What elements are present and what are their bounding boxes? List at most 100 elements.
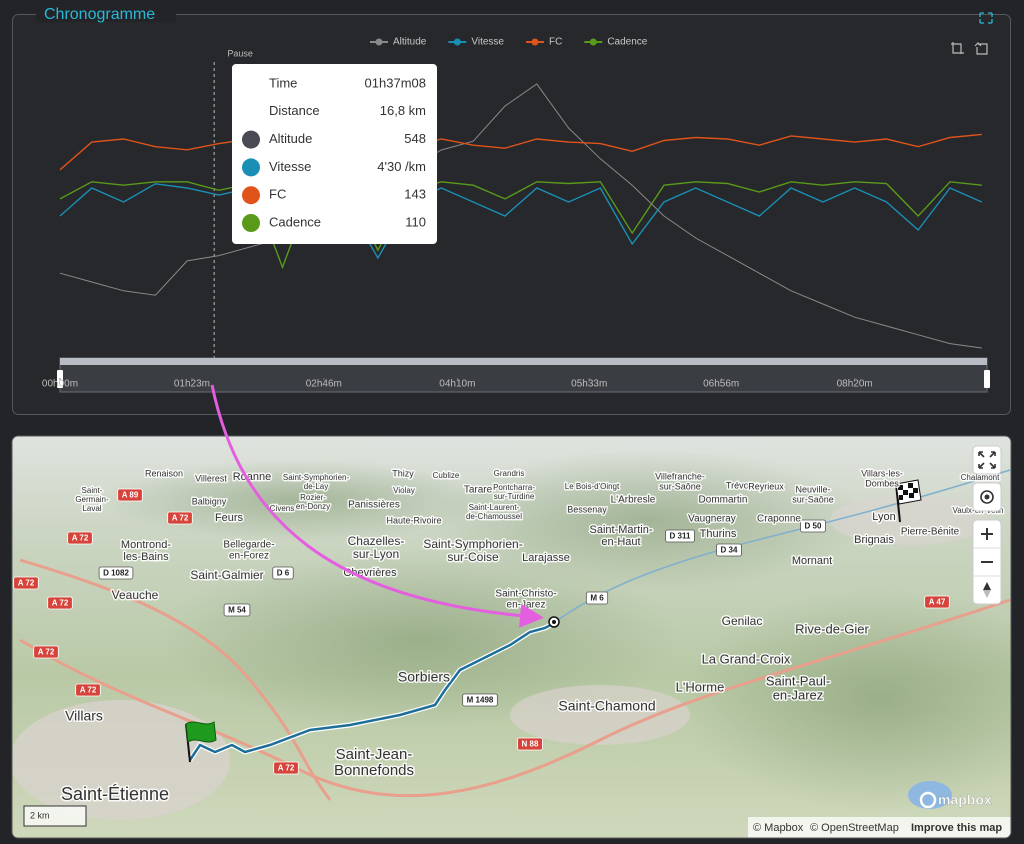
place-label: Germain- [75,495,109,504]
legend-swatch-dot [375,38,383,46]
zoom-reset-icon[interactable] [974,42,988,55]
place-label: Bonnefonds [334,762,414,779]
place-label: La Grand-Croix [702,651,791,666]
place-label: Feurs [215,512,244,524]
place-label: sur-Saône [659,481,701,491]
place-label: Sorbiers [398,669,450,685]
tooltip-box [232,64,437,244]
compass-south [983,590,991,598]
road-shield [585,591,609,605]
road-shield [47,596,73,610]
geolocate-icon [980,490,994,504]
tooltip-swatch [242,130,260,149]
place-label: Saint-Laurent- [469,503,520,512]
series-line [59,83,982,349]
place-label: Dombes [865,478,899,488]
zoom-slider[interactable]: 00h00m 01h23m 02h46m 04h10m 05h33m 06h56m 08h2… [42,357,990,393]
place-label: Saint-Symphorien- [283,473,350,482]
road-shield [75,683,101,697]
road-shield [924,595,950,609]
tooltip-value: 143 [404,187,426,202]
road-label: A 47 [929,598,946,607]
slider-right-handle[interactable] [984,370,990,388]
place-label: en-Jarez [773,687,824,702]
place-label: Violay [393,486,415,495]
series-line [59,181,982,270]
tooltip-label: Cadence [269,214,321,229]
urban-area [12,700,230,820]
road-label: A 72 [278,764,295,773]
place-label: L'Arbresle [611,495,656,506]
legend-label[interactable]: Cadence [607,37,647,48]
legend-swatch-dot [453,38,461,46]
road-label: M 54 [228,606,246,615]
place-label: Lyon [872,511,895,523]
place-label: Villars-les- [861,468,903,478]
place-label: Cublize [433,471,460,480]
place-label: Bessenay [567,504,607,514]
compass-button[interactable] [983,582,991,590]
expand-icon[interactable] [979,12,993,24]
road-shield [272,566,294,580]
legend-label[interactable]: Vitesse [471,37,504,48]
pointer-arrow [210,384,544,628]
road-shield [33,645,59,659]
x-tick-label: 00h00m [42,379,78,390]
place-label: sur-Turdine [494,492,535,501]
place-label: L'Horme [676,679,725,694]
road-label: A 72 [38,648,55,657]
place-label: sur-Saône [792,494,834,504]
place-label: Saint-Christo- [495,589,556,600]
place-label: Saint-Étienne [61,784,169,804]
motorway [19,598,1011,798]
tooltip-value: 548 [404,131,426,146]
place-label: Reyrieux [748,481,784,491]
panel-title: Chronogramme [44,6,155,23]
road-shields: A 89 A 72 A 72 D 1082 D 6 M 54 M 6 D 311 D 34 D 5… [13,488,950,775]
place-label: Rozier- [300,493,326,502]
place-label: Laval [82,504,101,513]
road-label: D 1082 [103,569,129,578]
improve-map-link[interactable]: Improve this map [911,822,1002,834]
attribution-link[interactable]: © Mapbox [753,822,804,834]
place-label: Pierre-Bénite [901,527,960,538]
map-controls [972,445,1002,605]
place-label: Haute-Rivoire [386,515,441,525]
relief [160,550,680,730]
place-label: Le Bois-d'Oingt [565,482,620,491]
tooltip-label: Distance [269,103,320,118]
zoom-select-icon[interactable] [951,42,964,54]
place-label: Bellegarde- [223,540,274,551]
tooltip-swatch [242,214,260,232]
slider-handle-bar[interactable] [60,358,987,365]
fullscreen-button[interactable] [972,445,1002,475]
place-label: Pontcharra- [493,483,535,492]
road-label: D 34 [721,546,738,555]
road-label: A 72 [18,579,35,588]
x-tick-label: 05h33m [571,379,607,390]
tooltip-label: Vitesse [269,159,311,174]
place-label: Rive-de-Gier [795,621,869,636]
road-label: N 88 [522,740,539,749]
road-label: A 72 [72,534,89,543]
road-shield [716,543,742,557]
legend-label[interactable]: Altitude [393,37,427,48]
zoom-in-button[interactable] [981,528,993,540]
place-label: Trévoux [726,480,759,490]
road-shield [223,603,251,617]
tooltip-label: Time [269,75,297,90]
map[interactable]: A 89 A 72 A 72 D 1082 D 6 M 54 M 6 D 311 D 34 D 5… [10,436,1024,838]
place-label: sur-Coise [447,550,499,564]
road-label: D 6 [277,569,290,578]
mapbox-logo-icon [919,791,937,809]
geolocate-icon-dot [984,494,990,500]
relief [680,590,1011,810]
attribution-link[interactable]: © OpenStreetMap [810,822,899,834]
scale-label: 2 km [30,810,50,820]
place-labels: Renaison Villerest Roanne Saint-Symphorien-… [59,467,1005,805]
place-label: Genilac [722,614,763,628]
mapbox-logo[interactable]: mapbox [938,791,992,808]
motorway [19,558,332,801]
legend-label[interactable]: FC [549,37,562,48]
road-label: A 89 [122,491,139,500]
